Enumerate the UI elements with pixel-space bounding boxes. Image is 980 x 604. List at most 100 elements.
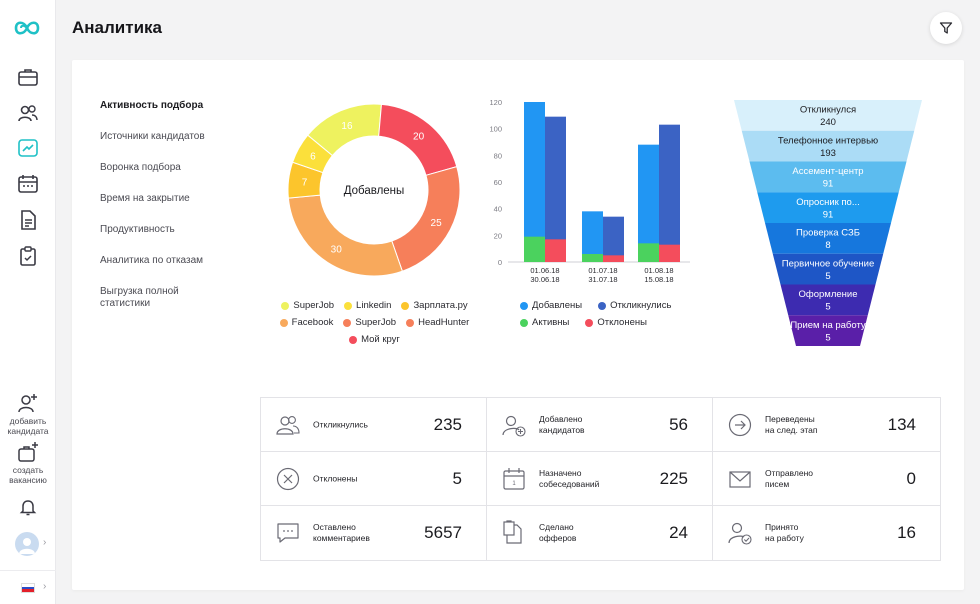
bell-icon xyxy=(19,500,37,516)
funnel-stage[interactable] xyxy=(788,315,868,346)
bar[interactable] xyxy=(603,216,624,262)
bar[interactable] xyxy=(659,244,680,262)
funnel-stage-value: 5 xyxy=(825,271,830,282)
funnel-stage[interactable] xyxy=(741,130,915,162)
menu-item-recruiting-activity[interactable]: Активность подбора xyxy=(100,100,204,111)
legend-label: Добавлены xyxy=(532,300,583,311)
stat-label: Откликнулись xyxy=(313,419,368,429)
legend-dot xyxy=(520,318,528,327)
donut-slice-label: 7 xyxy=(302,177,308,188)
language-flag-icon[interactable] xyxy=(21,583,35,593)
add-candidate-button[interactable]: добавить кандидата xyxy=(0,392,56,436)
funnel-stage[interactable] xyxy=(765,223,891,254)
chevron-right-icon[interactable]: › xyxy=(43,581,47,592)
stat-label: Сделано офферов xyxy=(539,522,577,543)
x-tick-label: 31.07.18 xyxy=(588,275,617,284)
stat-interviews-scheduled: 1 Назначено собеседований 225 xyxy=(487,452,713,506)
legend-item: Откликнулись xyxy=(598,300,671,311)
bar[interactable] xyxy=(638,144,659,262)
bar[interactable] xyxy=(524,236,545,262)
funnel-stage-label: Опросник по... xyxy=(796,197,860,208)
donut-slice[interactable] xyxy=(391,165,461,272)
bar[interactable] xyxy=(603,255,624,262)
menu-item-rejection-analytics[interactable]: Аналитика по отказам xyxy=(100,255,204,266)
menu-item-candidate-sources[interactable]: Источники кандидатов xyxy=(100,131,205,142)
create-vacancy-label: создать вакансию xyxy=(9,465,47,485)
legend-label: Мой круг xyxy=(361,334,400,345)
menu-item-productivity[interactable]: Продуктивность xyxy=(100,224,175,235)
chevron-right-icon[interactable]: › xyxy=(43,537,47,548)
menu-item-export-stats[interactable]: Выгрузка полной статистики xyxy=(100,286,179,309)
bar[interactable] xyxy=(659,124,680,263)
menu-item-recruiting-funnel[interactable]: Воронка подбора xyxy=(100,162,181,173)
stat-value: 225 xyxy=(659,468,688,488)
funnel-stage[interactable] xyxy=(780,284,876,316)
stat-value: 24 xyxy=(669,523,688,542)
legend-dot xyxy=(401,301,410,310)
funnel-stage[interactable] xyxy=(749,161,907,193)
funnel-stage[interactable] xyxy=(757,192,899,223)
stat-rejected: Отклонены 5 xyxy=(261,452,487,506)
nav-documents-icon[interactable] xyxy=(17,209,39,231)
offer-icon xyxy=(501,520,527,546)
recruiting-funnel-chart: Откликнулся 240 Телефонное интервью 193 Ассе… xyxy=(734,100,922,346)
nav-candidates-users-icon[interactable] xyxy=(17,102,39,124)
donut-slice-label: 25 xyxy=(431,218,443,229)
funnel-stage-value: 8 xyxy=(825,240,830,251)
donut-slice-label: 6 xyxy=(310,151,316,162)
stat-value: 134 xyxy=(887,414,916,434)
funnel-stage-label: Ассемент-центр xyxy=(792,166,863,177)
divider xyxy=(0,570,56,571)
user-check-icon xyxy=(727,520,753,546)
analytics-card: Активность подбора Источники кандидатов … xyxy=(72,60,964,590)
nav-analytics-chart-icon[interactable] xyxy=(17,137,39,159)
stat-value: 56 xyxy=(669,414,688,434)
bar[interactable] xyxy=(545,116,566,263)
activity-bar-chart: 0 20 40 60 80 100 120 01.06.18 30.06.18 01.07.18 3… xyxy=(484,96,694,296)
nav-vacancies-briefcase-icon[interactable] xyxy=(17,66,39,88)
y-tick-label: 20 xyxy=(494,231,502,240)
x-tick-label: 01.06.18 xyxy=(530,266,559,275)
x-tick-label: 01.07.18 xyxy=(588,266,617,275)
add-user-icon xyxy=(18,394,37,413)
create-vacancy-button[interactable]: создать вакансию xyxy=(0,441,56,485)
funnel-stage-label: Проверка СЗБ xyxy=(796,228,860,239)
legend-item: Отклонены xyxy=(585,317,647,328)
x-tick-label: 30.06.18 xyxy=(530,275,559,284)
nav-calendar-icon[interactable] xyxy=(17,173,39,195)
page-title: Аналитика xyxy=(72,18,162,37)
y-tick-label: 0 xyxy=(498,258,502,267)
stat-value: 235 xyxy=(433,414,462,434)
nav-tasks-clipboard-icon[interactable] xyxy=(17,245,39,267)
bar[interactable] xyxy=(582,211,603,262)
notifications-button[interactable] xyxy=(0,497,56,517)
menu-item-time-to-close[interactable]: Время на закрытие xyxy=(100,193,190,204)
logo-icon[interactable] xyxy=(12,15,42,41)
svg-text:1: 1 xyxy=(512,481,516,487)
donut-center-title: Добавлены xyxy=(344,185,405,197)
donut-slice-label: 20 xyxy=(413,132,425,143)
bar[interactable] xyxy=(638,243,659,262)
legend-dot xyxy=(349,335,358,344)
funnel-stage-label: Оформление xyxy=(799,289,858,300)
y-tick-label: 40 xyxy=(494,205,502,214)
legend-dot xyxy=(406,318,415,327)
funnel-stage-label: Прием на работу xyxy=(790,320,866,331)
bar[interactable] xyxy=(582,254,603,262)
legend-dot xyxy=(281,301,290,310)
donut-slice[interactable] xyxy=(287,194,403,277)
funnel-stage[interactable] xyxy=(734,100,922,131)
y-tick-label: 100 xyxy=(489,125,502,134)
sidebar: добавить кандидата создать вакансию › › xyxy=(0,0,56,604)
legend-item: Facebook xyxy=(279,317,333,328)
avatar[interactable] xyxy=(15,532,39,556)
legend-item: SuperJob xyxy=(281,300,334,311)
filter-button[interactable] xyxy=(930,12,962,44)
bar[interactable] xyxy=(524,102,545,262)
legend-label: Откликнулись xyxy=(610,300,672,311)
donut-slice[interactable] xyxy=(291,134,334,174)
bar[interactable] xyxy=(545,239,566,262)
mail-icon xyxy=(727,466,753,492)
funnel-stage-value: 5 xyxy=(825,302,830,313)
funnel-stage[interactable] xyxy=(772,253,884,285)
